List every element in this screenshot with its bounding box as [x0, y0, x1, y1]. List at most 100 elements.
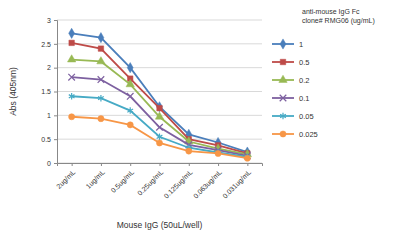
x-tick-label: 0.031ug/mL — [221, 168, 253, 200]
series-marker — [127, 93, 134, 100]
x-tick-mark — [72, 163, 73, 166]
y-tick: 0.5 — [41, 136, 57, 143]
x-axis-title: Mouse IgG (50uL/well) — [117, 220, 203, 230]
legend-entry: 0.05 — [272, 112, 314, 121]
series-marker — [157, 102, 163, 112]
series-marker — [69, 28, 75, 38]
y-tick: 1.5 — [41, 88, 57, 95]
series-marker — [157, 133, 163, 140]
chart-container: 0 0.5 1 1.5 2 2.5 3 2ug/mL 1ug/mL0.5ug/mL0.25ug/… — [0, 0, 400, 240]
y-axis-title: Abs (405nm) — [8, 67, 18, 116]
legend-label: 0.5 — [299, 58, 309, 67]
legend-label: 0.1 — [299, 94, 309, 103]
plot-area: 0 0.5 1 1.5 2 2.5 3 2ug/mL 1ug/mL0.5ug/mL0.25ug/… — [41, 17, 262, 201]
series-marker — [98, 95, 104, 102]
grid — [57, 20, 262, 163]
legend-label: 1 — [299, 40, 303, 49]
y-tick-mark — [54, 115, 57, 116]
series-marker — [157, 105, 162, 110]
x-axis: 2ug/mL1ug/mL0.5ug/mL0.25ug/mL0.125ug/mL0… — [55, 163, 262, 200]
series-marker — [215, 149, 221, 156]
series-line — [72, 117, 248, 158]
series-marker — [127, 63, 133, 73]
legend-marker — [279, 75, 287, 82]
legend-entry: 0.1 — [272, 94, 309, 103]
legend-title: clone# RMG06 (ug/mL) — [302, 17, 375, 25]
x-tick-mark — [247, 163, 248, 166]
legend-label: 0.025 — [299, 130, 318, 139]
y-tick: 1 — [47, 112, 57, 119]
series-marker — [215, 150, 221, 156]
x-tick-mark — [130, 163, 131, 166]
series-line — [72, 77, 248, 156]
x-tick-label: 0.25ug/mL — [136, 168, 165, 197]
series-marker — [156, 140, 162, 146]
series-marker — [68, 74, 75, 81]
grid-line — [57, 67, 262, 68]
y-tick-label: 2 — [47, 64, 51, 71]
series-group — [67, 28, 251, 161]
legend-marker — [280, 59, 285, 64]
y-tick: 0 — [47, 160, 57, 167]
x-tick: 0.5ug/mL — [110, 163, 136, 195]
series-marker — [126, 80, 134, 87]
y-tick-label: 1.5 — [41, 88, 51, 95]
x-tick: 0.25ug/mL — [136, 163, 165, 198]
series-line — [72, 96, 248, 157]
y-tick: 3 — [47, 17, 57, 24]
series-marker — [98, 46, 103, 51]
x-tick-label: 0.125ug/mL — [163, 168, 195, 200]
series-marker — [97, 57, 105, 64]
legend-marker — [280, 113, 286, 120]
x-tick: 1ug/mL — [84, 163, 106, 191]
legend-marker — [280, 95, 287, 102]
grid-line — [57, 43, 262, 44]
series-marker — [155, 112, 163, 119]
series-line — [72, 60, 248, 155]
legend-marker — [280, 39, 286, 49]
series-marker — [69, 93, 75, 100]
y-tick-label: 3 — [47, 17, 51, 24]
series-marker — [186, 148, 192, 154]
series-marker — [69, 40, 74, 45]
x-tick: 2ug/mL — [55, 163, 77, 191]
series-marker — [244, 155, 250, 161]
grid-line — [57, 20, 262, 21]
y-tick-mark — [54, 139, 57, 140]
y-tick-label: 1 — [47, 112, 51, 119]
y-tick-label: 0.5 — [41, 136, 51, 143]
series-marker — [67, 55, 75, 62]
series-marker — [127, 107, 133, 114]
legend-label: 0.05 — [299, 112, 314, 121]
x-tick-label: 1ug/mL — [84, 168, 106, 190]
legend-entry: 0.5 — [272, 58, 309, 67]
x-tick-label: 0.063ug/mL — [192, 168, 224, 200]
legend-entry: 1 — [272, 39, 303, 49]
series-line — [72, 33, 248, 152]
y-tick: 2 — [47, 64, 57, 71]
y-axis: 0 0.5 1 1.5 2 2.5 3 — [41, 17, 57, 167]
legend-marker — [280, 131, 286, 137]
x-tick: 0.063ug/mL — [192, 163, 224, 200]
grid-line — [57, 91, 262, 92]
y-tick-mark — [54, 20, 57, 21]
y-tick-label: 0 — [47, 160, 51, 167]
x-tick-label: 0.5ug/mL — [110, 168, 136, 194]
y-tick-mark — [54, 44, 57, 45]
series-marker — [98, 76, 105, 83]
legend-title: anti-mouse IgG Fc — [302, 8, 360, 16]
legend-label: 0.2 — [299, 76, 309, 85]
legend-entry: 0.2 — [272, 75, 309, 84]
x-tick-mark — [189, 163, 190, 166]
x-tick: 0.125ug/mL — [163, 163, 195, 200]
series-marker — [69, 114, 75, 120]
y-tick: 2.5 — [41, 41, 57, 48]
x-tick-mark — [101, 163, 102, 166]
x-tick-label: 2ug/mL — [55, 168, 77, 190]
series-marker — [127, 122, 133, 128]
y-tick-label: 2.5 — [41, 41, 51, 48]
legend-entry: 0.025 — [272, 130, 318, 139]
series-marker — [156, 124, 163, 131]
y-tick-mark — [54, 163, 57, 164]
y-axis-line — [54, 21, 58, 164]
